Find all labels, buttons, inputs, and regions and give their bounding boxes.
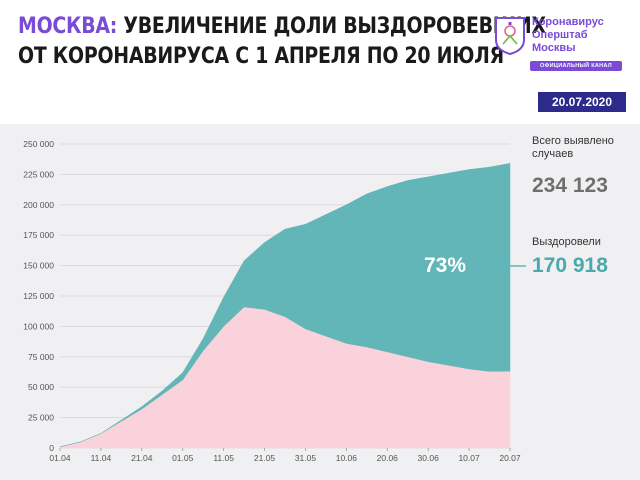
- y-tick-label: 225 000: [23, 169, 54, 179]
- x-tick-label: 10.07: [458, 453, 480, 463]
- y-tick-label: 0: [49, 443, 54, 453]
- moscow-emblem-icon: [495, 17, 525, 56]
- y-tick-label: 175 000: [23, 230, 54, 240]
- recovered-label: Выздоровели: [532, 236, 601, 248]
- x-tick-label: 21.05: [254, 453, 276, 463]
- page-title: МОСКВА: УВЕЛИЧЕНИЕ ДОЛИ ВЫЗДОРОВЕВШИХ ОТ…: [18, 12, 546, 72]
- y-tick-label: 100 000: [23, 321, 54, 331]
- brand-line2: Оперштаб: [532, 29, 588, 41]
- x-tick-label: 01.05: [172, 453, 194, 463]
- x-tick-label: 31.05: [295, 453, 317, 463]
- date-badge: 20.07.2020: [538, 92, 626, 112]
- x-tick-label: 30.06: [418, 453, 440, 463]
- title-accent: МОСКВА:: [18, 14, 118, 39]
- x-tick-label: 01.04: [49, 453, 71, 463]
- total-cases-value: 234 123: [532, 174, 608, 197]
- header: МОСКВА: УВЕЛИЧЕНИЕ ДОЛИ ВЫЗДОРОВЕВШИХ ОТ…: [0, 0, 640, 122]
- brand-name: Коронавирус Оперштаб Москвы: [532, 16, 632, 55]
- y-tick-label: 50 000: [28, 382, 54, 392]
- y-tick-label: 25 000: [28, 413, 54, 423]
- x-tick-label: 11.05: [213, 453, 234, 463]
- area-chart: 0 25 000 50 000 75 000 100 000 125 000 150 000…: [23, 139, 526, 463]
- brand-line1: Коронавирус: [532, 16, 604, 28]
- brand-line3: Москвы: [532, 42, 576, 54]
- x-tick-label: 10.06: [336, 453, 358, 463]
- y-tick-label: 150 000: [23, 261, 54, 271]
- x-tick-label: 20.06: [377, 453, 399, 463]
- title-line1: УВЕЛИЧЕНИЕ ДОЛИ ВЫЗДОРОВЕВШИХ: [123, 14, 546, 39]
- recovered-value: 170 918: [532, 254, 608, 277]
- x-tick-labels: 01.04 11.04 21.04 01.05 11.05 21.05 31.05 10.06…: [49, 448, 521, 463]
- area-series: [59, 163, 511, 448]
- y-tick-label: 200 000: [23, 200, 54, 210]
- recovered-share: 73%: [424, 254, 467, 277]
- y-tick-labels: 0 25 000 50 000 75 000 100 000 125 000 150 000…: [23, 139, 54, 453]
- chart-panel: 0 25 000 50 000 75 000 100 000 125 000 150 000…: [0, 124, 640, 480]
- y-tick-label: 75 000: [28, 352, 54, 362]
- y-tick-label: 125 000: [23, 291, 54, 301]
- area-series: [59, 163, 511, 449]
- official-channel-badge: ОФИЦИАЛЬНЫЙ КАНАЛ: [530, 61, 622, 71]
- x-tick-label: 11.04: [91, 453, 112, 463]
- x-tick-label: 21.04: [131, 453, 153, 463]
- x-tick-label: 20.07: [499, 453, 521, 463]
- y-tick-label: 250 000: [23, 139, 54, 149]
- title-line2: ОТ КОРОНАВИРУСА С 1 АПРЕЛЯ ПО 20 ИЮЛЯ: [18, 44, 504, 69]
- total-cases-label: Всего выявлено случаев: [532, 135, 614, 160]
